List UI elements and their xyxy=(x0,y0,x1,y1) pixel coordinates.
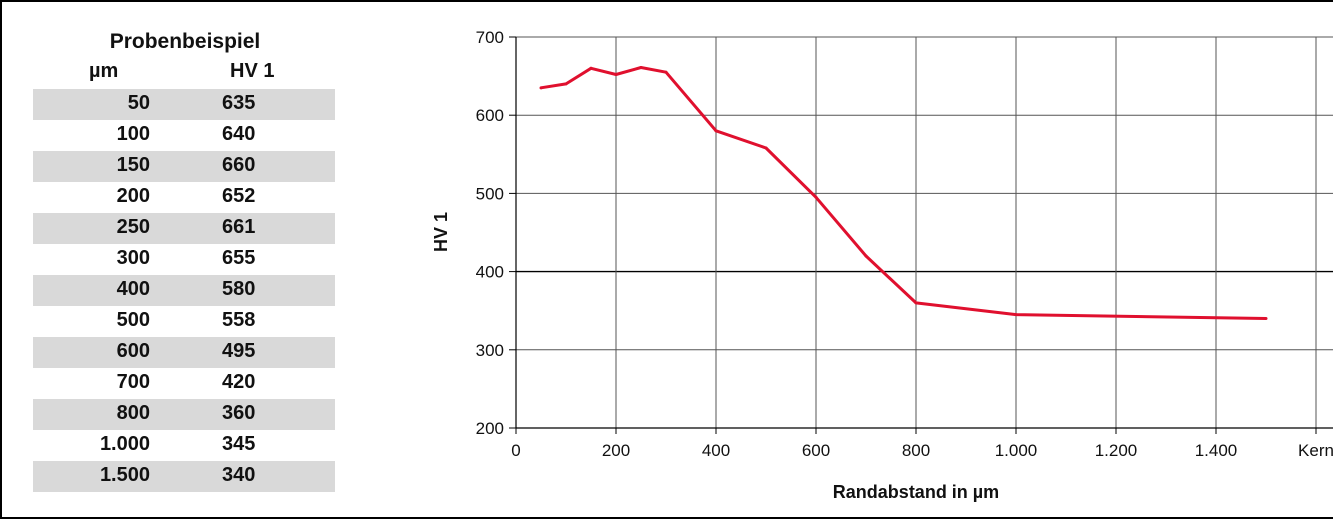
data-point xyxy=(1264,317,1268,321)
y-tick-label: 700 xyxy=(476,28,504,47)
x-tick-label: Kern xyxy=(1298,441,1333,460)
cell-hardness: 635 xyxy=(222,92,256,114)
table-row: 50 635 xyxy=(33,89,335,120)
y-axis-label: HV 1 xyxy=(431,212,451,252)
x-axis-label: Randabstand in µm xyxy=(833,482,999,502)
table-row: 1.000 345 xyxy=(33,430,335,461)
cell-distance: 400 xyxy=(116,278,150,300)
cell-distance: 50 xyxy=(127,92,150,114)
table-row: 400 580 xyxy=(33,275,335,306)
cell-hardness: 340 xyxy=(222,464,256,486)
table-row: 1.500 340 xyxy=(33,461,335,492)
table-title: Probenbeispiel xyxy=(109,30,261,53)
table-header-hv: HV 1 xyxy=(230,60,275,82)
table-header: µm HV 1 xyxy=(56,60,336,88)
cell-hardness: 558 xyxy=(222,309,256,331)
data-point xyxy=(639,65,643,69)
cell-hardness: 495 xyxy=(222,340,256,362)
cell-distance: 700 xyxy=(116,371,150,393)
x-tick-label: 800 xyxy=(902,441,930,460)
table-header-um: µm xyxy=(89,60,119,82)
data-point xyxy=(764,146,768,150)
cell-hardness: 420 xyxy=(222,371,256,393)
y-tick-label: 500 xyxy=(476,184,504,203)
data-point xyxy=(539,86,543,90)
cell-distance: 150 xyxy=(116,154,150,176)
cell-distance: 1.500 xyxy=(99,464,150,486)
cell-hardness: 652 xyxy=(222,185,256,207)
y-tick-label: 600 xyxy=(476,106,504,125)
data-point xyxy=(614,73,618,77)
cell-distance: 250 xyxy=(116,216,150,238)
cell-distance: 500 xyxy=(116,309,150,331)
y-tick-label: 300 xyxy=(476,341,504,360)
table-row: 150 660 xyxy=(33,151,335,182)
cell-distance: 1.000 xyxy=(99,433,150,455)
cell-hardness: 580 xyxy=(222,278,256,300)
x-tick-label: 400 xyxy=(702,441,730,460)
table-row: 500 558 xyxy=(33,306,335,337)
data-point xyxy=(589,66,593,70)
cell-distance: 800 xyxy=(116,402,150,424)
x-tick-label: 1.200 xyxy=(1095,441,1138,460)
cell-hardness: 640 xyxy=(222,123,256,145)
data-point xyxy=(564,82,568,86)
table-row: 300 655 xyxy=(33,244,335,275)
cell-hardness: 345 xyxy=(222,433,256,455)
x-tick-label: 1.000 xyxy=(995,441,1038,460)
data-point xyxy=(664,70,668,74)
cell-hardness: 360 xyxy=(222,402,256,424)
table-row: 100 640 xyxy=(33,120,335,151)
cell-hardness: 661 xyxy=(222,216,256,238)
cell-distance: 100 xyxy=(116,123,150,145)
y-tick-label: 200 xyxy=(476,419,504,438)
cell-hardness: 660 xyxy=(222,154,256,176)
table-row: 800 360 xyxy=(33,399,335,430)
table-row: 250 661 xyxy=(33,213,335,244)
data-point xyxy=(714,129,718,133)
cell-distance: 300 xyxy=(116,247,150,269)
table-row: 700 420 xyxy=(33,368,335,399)
x-tick-label: 0 xyxy=(511,441,520,460)
cell-distance: 600 xyxy=(116,340,150,362)
cell-distance: 200 xyxy=(116,185,150,207)
y-tick-label: 400 xyxy=(476,263,504,282)
cell-hardness: 655 xyxy=(222,247,256,269)
x-tick-label: 600 xyxy=(802,441,830,460)
data-point xyxy=(814,195,818,199)
x-tick-label: 1.400 xyxy=(1195,441,1238,460)
data-point xyxy=(1014,313,1018,317)
x-tick-label: 200 xyxy=(602,441,630,460)
table-body: 50 635 100 640 150 660 200 652 250 661 300 655 400 58… xyxy=(33,89,335,492)
data-point xyxy=(864,254,868,258)
data-point xyxy=(914,301,918,305)
table-row: 600 495 xyxy=(33,337,335,368)
table-row: 200 652 xyxy=(33,182,335,213)
